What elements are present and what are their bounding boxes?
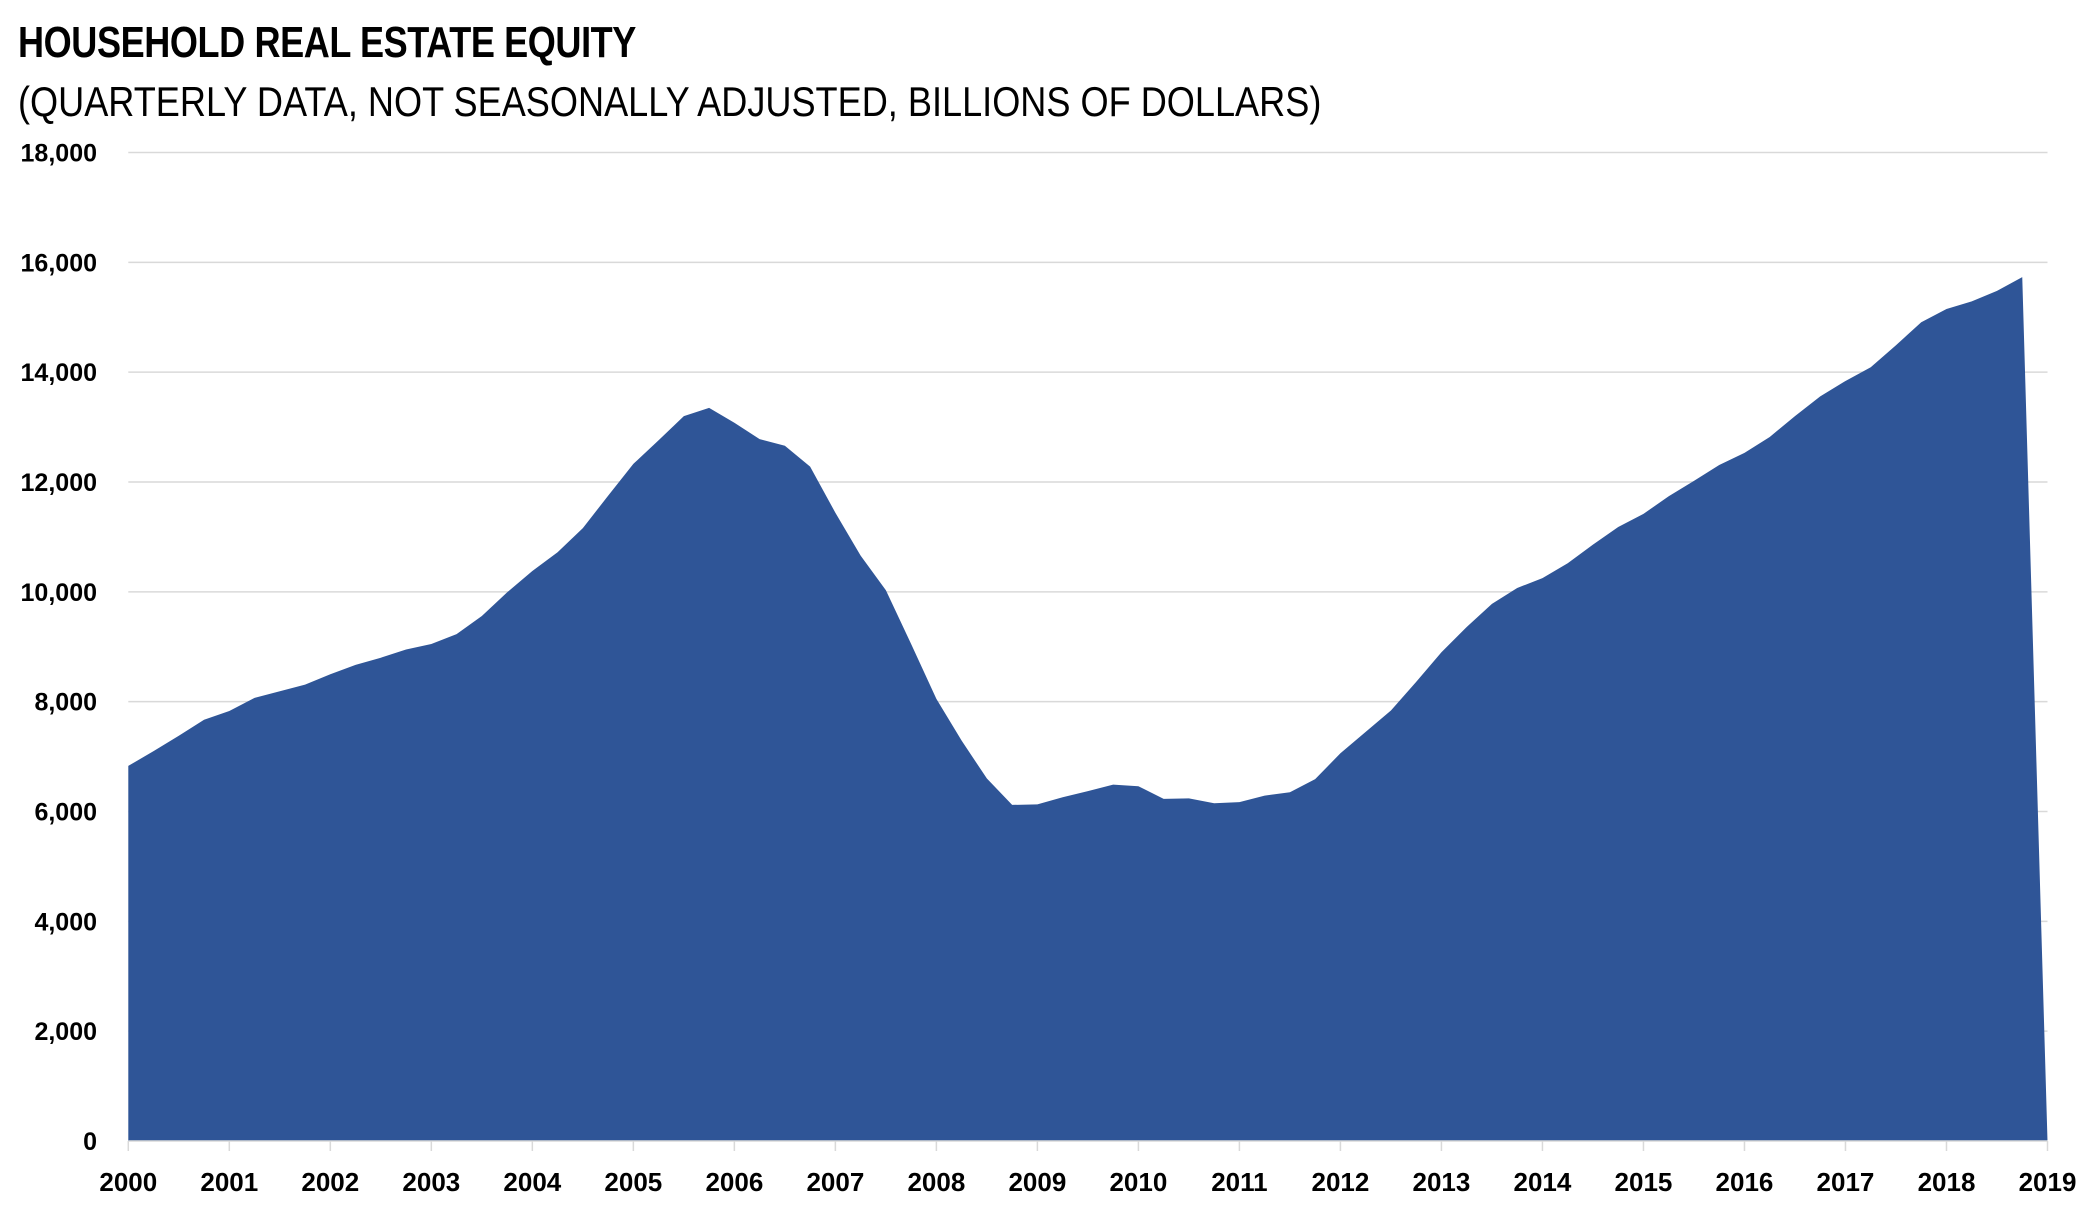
- x-tick-label: 2010: [1109, 1167, 1167, 1197]
- area-fill: [128, 277, 2048, 1141]
- x-tick-label: 2011: [1211, 1167, 1267, 1197]
- x-tick-label: 2002: [301, 1167, 359, 1197]
- y-tick-label: 18,000: [21, 140, 97, 168]
- y-tick-label: 8,000: [34, 689, 97, 717]
- x-tick-label: 2016: [1716, 1167, 1774, 1197]
- x-axis-labels: 2000 2001 2002 2003 2004 2005 2006 2007 2008 2009…: [99, 1167, 2076, 1197]
- area-series: [128, 277, 2048, 1141]
- y-tick-label: 0: [83, 1128, 97, 1156]
- x-tick-label: 2017: [1817, 1167, 1875, 1197]
- x-tick-label: 2000: [99, 1167, 157, 1197]
- chart-subtitle: (QUARTERLY DATA, NOT SEASONALLY ADJUSTED…: [18, 78, 1322, 125]
- x-tick-label: 2009: [1008, 1167, 1066, 1197]
- x-tick-label: 2007: [806, 1167, 864, 1197]
- x-tick-label: 2019: [2019, 1167, 2077, 1197]
- x-axis: [127, 1140, 2049, 1151]
- x-tick-label: 2012: [1312, 1167, 1370, 1197]
- y-tick-label: 12,000: [21, 469, 97, 497]
- y-tick-label: 14,000: [21, 359, 97, 387]
- x-tick-label: 2013: [1413, 1167, 1471, 1197]
- x-tick-label: 2008: [907, 1167, 965, 1197]
- x-tick-label: 2004: [503, 1167, 561, 1197]
- y-axis-labels: 0 2,000 4,000 6,000 8,000 10,000 12,000 14,000 1…: [21, 140, 97, 1157]
- x-tick-label: 2005: [604, 1167, 662, 1197]
- x-tick-label: 2015: [1615, 1167, 1673, 1197]
- x-tick-label: 2014: [1514, 1167, 1572, 1197]
- y-tick-label: 16,000: [21, 249, 97, 277]
- x-tick-label: 2001: [200, 1167, 258, 1197]
- y-tick-label: 6,000: [34, 799, 97, 827]
- y-tick-label: 10,000: [21, 579, 97, 607]
- chart-title: HOUSEHOLD REAL ESTATE EQUITY: [18, 18, 636, 67]
- y-tick-label: 4,000: [34, 908, 97, 936]
- x-tick-label: 2018: [1918, 1167, 1976, 1197]
- x-tick-label: 2003: [402, 1167, 460, 1197]
- x-tick-label: 2006: [705, 1167, 763, 1197]
- y-tick-label: 2,000: [34, 1018, 97, 1046]
